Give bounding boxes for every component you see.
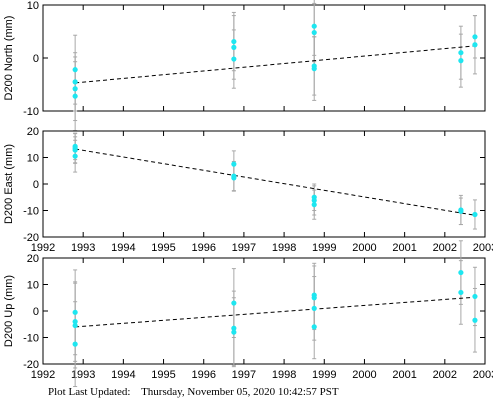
- trend-line: [75, 148, 476, 216]
- data-point: [458, 269, 464, 276]
- y-tick-label: 10: [27, 0, 39, 12]
- x-tick-label: 2003: [473, 369, 493, 381]
- data-point: [458, 58, 464, 64]
- data-point: [472, 34, 478, 40]
- y-tick-label: -10: [23, 106, 39, 118]
- x-tick-label: 1993: [71, 242, 95, 254]
- y-tick-label: 10: [27, 280, 39, 292]
- plot-frame: [42, 130, 486, 238]
- x-tick-label: 1995: [151, 242, 175, 254]
- data-point: [231, 325, 237, 331]
- data-point: [72, 86, 78, 92]
- x-tick-label: 1992: [31, 242, 55, 254]
- data-point: [72, 341, 78, 347]
- data-point: [472, 293, 478, 300]
- data-point: [311, 66, 317, 72]
- y-tick-label: 0: [33, 53, 39, 65]
- y-tick-label: 10: [27, 153, 39, 165]
- data-point: [231, 161, 237, 167]
- x-tick-label: 1996: [191, 369, 215, 381]
- x-tick-label: 2001: [392, 369, 416, 381]
- x-tick-label: 2000: [352, 369, 376, 381]
- data-point: [458, 289, 464, 296]
- y-tick-label: 20: [27, 126, 39, 138]
- data-point: [472, 211, 478, 218]
- plot-frame: [42, 4, 486, 112]
- y-axis-label: D200 North (mm): [3, 16, 15, 101]
- x-tick-label: 2002: [433, 242, 457, 254]
- x-tick-label: 2001: [392, 242, 416, 254]
- data-point: [231, 300, 237, 306]
- data-point: [458, 50, 464, 56]
- data-point: [311, 305, 317, 311]
- x-tick-label: 1998: [272, 242, 296, 254]
- data-point: [311, 197, 317, 204]
- trend-line: [75, 296, 475, 328]
- data-point: [311, 29, 317, 36]
- data-point: [72, 147, 78, 153]
- data-point: [458, 208, 464, 214]
- y-axis-label: D200 Up (mm): [3, 275, 15, 347]
- data-point: [231, 329, 237, 335]
- data-point: [72, 319, 78, 325]
- data-point: [72, 79, 78, 85]
- y-tick-label: -10: [23, 333, 39, 345]
- data-point: [72, 309, 78, 315]
- y-tick-label: -10: [23, 206, 39, 218]
- data-point: [311, 295, 317, 301]
- x-tick-label: 1995: [151, 369, 175, 381]
- y-tick-label: 20: [27, 253, 39, 265]
- footer-timestamp: Thursday, November 05, 2020 10:42:57 PST: [141, 386, 339, 398]
- x-tick-label: 1997: [232, 369, 256, 381]
- data-point: [231, 44, 237, 51]
- data-point: [472, 317, 478, 323]
- x-tick-label: 1994: [111, 242, 135, 254]
- x-tick-label: 2003: [473, 242, 493, 254]
- data-point: [472, 42, 478, 48]
- x-tick-label: 1997: [232, 242, 256, 254]
- x-tick-label: 1999: [312, 369, 336, 381]
- x-tick-label: 1996: [191, 242, 215, 254]
- x-tick-label: 1992: [31, 369, 55, 381]
- y-tick-label: 0: [33, 179, 39, 191]
- trend-line: [75, 45, 476, 84]
- data-point: [231, 38, 237, 45]
- x-tick-label: 1993: [71, 369, 95, 381]
- x-tick-label: 1994: [111, 369, 135, 381]
- x-tick-label: 1999: [312, 242, 336, 254]
- data-point: [72, 93, 78, 99]
- footer-label: Plot Last Updated:: [48, 386, 131, 398]
- data-point: [311, 202, 317, 208]
- x-tick-label: 1998: [272, 369, 296, 381]
- x-tick-label: 2000: [352, 242, 376, 254]
- data-point: [72, 67, 78, 73]
- footer: Plot Last Updated: Thursday, November 05…: [48, 386, 339, 398]
- data-point: [72, 153, 78, 159]
- data-point: [231, 56, 237, 62]
- y-axis-label: D200 East (mm): [3, 144, 15, 224]
- x-tick-label: 2002: [433, 369, 457, 381]
- data-point: [311, 324, 317, 330]
- y-tick-label: -20: [23, 232, 39, 244]
- y-tick-label: 0: [33, 306, 39, 318]
- data-point: [231, 175, 237, 181]
- data-point: [311, 23, 317, 29]
- y-tick-label: -20: [23, 359, 39, 371]
- data-point: [72, 322, 78, 329]
- plot-frame: [42, 257, 486, 365]
